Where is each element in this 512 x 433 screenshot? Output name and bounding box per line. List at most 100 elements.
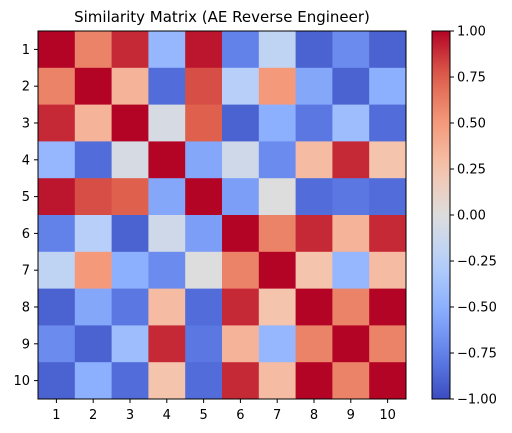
heatmap-cell <box>369 251 407 290</box>
heatmap-cell <box>258 67 297 106</box>
colorbar-tick-label: 0.25 <box>457 163 486 178</box>
heatmap-cell <box>258 31 297 69</box>
heatmap-cell <box>111 178 149 216</box>
heatmap-cell <box>222 141 260 179</box>
heatmap-cell <box>258 178 297 216</box>
heatmap-cell <box>332 362 370 400</box>
heatmap-cell <box>38 104 76 142</box>
y-tick-label: 6 <box>22 227 30 242</box>
y-tick-label: 4 <box>22 153 30 168</box>
heatmap-cell <box>111 362 149 400</box>
heatmap-cell <box>295 362 333 400</box>
heatmap-cell <box>332 325 370 363</box>
y-axis-ticks: 1 2 3 4 5 6 7 8 9 10 <box>13 43 38 389</box>
heatmap-cell <box>38 215 76 253</box>
heatmap-cell <box>369 288 407 326</box>
x-tick-label: 10 <box>379 408 396 423</box>
heatmap-cell <box>38 288 76 326</box>
heatmap-cell <box>111 251 149 290</box>
heatmap-cell <box>74 31 113 69</box>
heatmap-cell <box>222 251 260 290</box>
heatmap-cell <box>332 31 370 69</box>
heatmap-cell <box>185 251 223 290</box>
heatmap-cell <box>38 31 76 69</box>
heatmap-cell <box>74 325 113 363</box>
x-axis-ticks: 1 2 3 4 5 6 7 8 9 10 <box>52 399 396 423</box>
y-tick-label: 7 <box>22 264 30 279</box>
heatmap-cell <box>111 288 149 326</box>
heatmap-cell <box>148 178 186 216</box>
heatmap-cell <box>111 104 149 142</box>
heatmap-cell <box>222 215 260 253</box>
heatmap-cell <box>185 104 223 142</box>
colorbar-tick-label: −0.75 <box>457 347 497 362</box>
heatmap-cell <box>185 141 223 179</box>
heatmap-cell <box>38 362 76 400</box>
heatmap-cell <box>74 251 113 290</box>
colorbar-tick-label: 0.75 <box>457 71 486 86</box>
heatmap-cell <box>148 362 186 400</box>
heatmap-cell <box>148 67 186 106</box>
x-tick-label: 9 <box>347 408 355 423</box>
y-tick-label: 9 <box>22 337 30 352</box>
heatmap-cell <box>332 215 370 253</box>
heatmap-cell <box>258 141 297 179</box>
y-tick-label: 5 <box>22 190 30 205</box>
heatmap-cell <box>38 251 76 290</box>
heatmap-cell <box>148 31 186 69</box>
x-tick-label: 6 <box>236 408 244 423</box>
heatmap-cell <box>258 251 297 290</box>
heatmap-cell <box>38 325 76 363</box>
heatmap-cell <box>185 67 223 106</box>
chart-title: Similarity Matrix (AE Reverse Engineer) <box>74 8 370 26</box>
heatmap-cell <box>148 251 186 290</box>
heatmap-cell <box>295 67 333 106</box>
heatmap-cell <box>148 104 186 142</box>
heatmap-cell <box>185 31 223 69</box>
heatmap-cell <box>295 141 333 179</box>
x-tick-label: 2 <box>89 408 97 423</box>
heatmap-frame <box>37 30 407 400</box>
colorbar-tick-label: −0.50 <box>457 301 497 316</box>
colorbar-tick-label: 1.00 <box>457 25 486 40</box>
heatmap-cell <box>148 288 186 326</box>
heatmap-cell <box>369 215 407 253</box>
y-tick-label: 3 <box>22 117 30 132</box>
colorbar <box>431 30 451 400</box>
heatmap-cell <box>222 104 260 142</box>
heatmap-cell <box>74 67 113 106</box>
heatmap-cell <box>185 178 223 216</box>
colorbar-tick-label: −0.25 <box>457 255 497 270</box>
heatmap-cell <box>369 104 407 142</box>
colorbar-tick-label: −1.00 <box>457 393 497 408</box>
heatmap-cell <box>222 288 260 326</box>
y-tick-label: 1 <box>22 43 30 58</box>
heatmap-cell <box>222 67 260 106</box>
heatmap-cell <box>258 215 297 253</box>
y-tick-label: 8 <box>22 301 30 316</box>
heatmap-cell <box>111 325 149 363</box>
x-tick-label: 4 <box>163 408 171 423</box>
colorbar-tick-label: 0.50 <box>457 117 486 132</box>
heatmap-cell <box>148 215 186 253</box>
heatmap-cell <box>295 325 333 363</box>
heatmap-cell <box>111 141 149 179</box>
heatmap-cell <box>258 362 297 400</box>
heatmap-cell <box>185 215 223 253</box>
x-tick-label: 5 <box>199 408 207 423</box>
x-tick-label: 1 <box>52 408 60 423</box>
heatmap-cell <box>369 31 407 69</box>
heatmap-cell <box>369 362 407 400</box>
heatmap-cell <box>332 251 370 290</box>
colorbar-ticks: 1.00 0.75 0.50 0.25 0.00 −0.25 −0.50 −0.75 −1.00 <box>450 25 497 408</box>
heatmap-cell <box>332 288 370 326</box>
heatmap-cell <box>38 67 76 106</box>
heatmap-cell <box>222 31 260 69</box>
colorbar-tick-label: 0.00 <box>457 209 486 224</box>
heatmap-cell <box>369 325 407 363</box>
heatmap-cell <box>74 104 113 142</box>
heatmap-cell <box>258 325 297 363</box>
heatmap-cell <box>38 141 76 179</box>
heatmap-cells <box>38 31 407 400</box>
